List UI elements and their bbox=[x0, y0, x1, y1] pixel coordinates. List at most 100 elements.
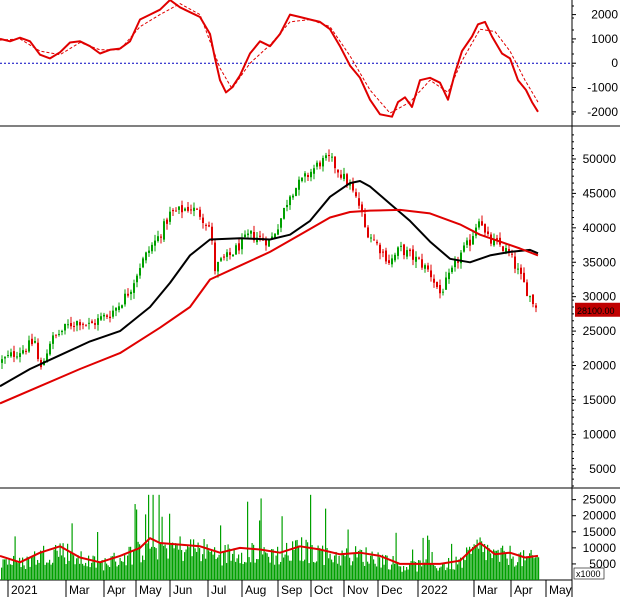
volume-bar bbox=[314, 562, 316, 580]
volume-bar bbox=[184, 552, 186, 580]
volume-bar bbox=[365, 547, 367, 580]
price-tick-label: 45000 bbox=[583, 186, 617, 200]
candle-body bbox=[325, 155, 327, 159]
volume-bar bbox=[106, 563, 108, 580]
volume-bar bbox=[266, 553, 268, 580]
volume-bar bbox=[223, 551, 225, 580]
volume-bar bbox=[173, 548, 175, 580]
candle-body bbox=[151, 244, 153, 252]
volume-bar bbox=[181, 550, 183, 580]
candle-body bbox=[106, 315, 108, 317]
volume-bar bbox=[352, 561, 354, 580]
candle-body bbox=[514, 256, 516, 269]
candle-body bbox=[139, 268, 141, 276]
volume-bar bbox=[160, 542, 162, 580]
candle-body bbox=[343, 173, 345, 179]
volume-bar bbox=[260, 498, 262, 580]
volume-bar bbox=[446, 567, 448, 580]
volume-bar bbox=[127, 555, 129, 580]
candle-body bbox=[109, 316, 111, 319]
volume-bar bbox=[227, 544, 229, 580]
volume-bar bbox=[532, 555, 534, 580]
candle-body bbox=[388, 260, 390, 264]
volume-bar bbox=[206, 544, 208, 580]
volume-bar bbox=[245, 562, 247, 580]
volume-bar bbox=[229, 548, 231, 580]
volume-bar bbox=[538, 557, 540, 580]
volume-bar bbox=[514, 566, 516, 580]
volume-bar bbox=[233, 548, 235, 580]
volume-bar bbox=[139, 544, 141, 580]
candle-body bbox=[454, 260, 456, 268]
volume-bar bbox=[230, 560, 232, 580]
price-tick-label: 35000 bbox=[583, 255, 617, 269]
volume-bar bbox=[334, 555, 336, 580]
volume-bar bbox=[439, 567, 441, 580]
volume-bar bbox=[403, 565, 405, 580]
candle-body bbox=[478, 221, 480, 228]
volume-bar bbox=[301, 537, 303, 580]
volume-bar bbox=[236, 558, 238, 580]
candle-body bbox=[535, 305, 537, 308]
volume-bar bbox=[325, 508, 327, 580]
candle-body bbox=[121, 305, 123, 308]
volume-bar bbox=[52, 562, 54, 580]
volume-bar bbox=[187, 545, 189, 580]
candle-body bbox=[193, 207, 195, 212]
osc-tick-label: 1000 bbox=[591, 32, 618, 46]
volume-bar bbox=[193, 539, 195, 580]
x-tick-label: Jul bbox=[211, 583, 226, 597]
candle-body bbox=[7, 355, 9, 357]
volume-bar bbox=[103, 570, 105, 580]
volume-bar bbox=[419, 560, 421, 580]
candle-body bbox=[403, 244, 405, 256]
osc-tick-label: -2000 bbox=[587, 105, 618, 119]
candle-body bbox=[148, 250, 150, 253]
volume-bar bbox=[34, 551, 36, 580]
candle-body bbox=[145, 252, 147, 261]
volume-bar bbox=[499, 561, 501, 580]
volume-bar bbox=[428, 539, 430, 580]
volume-bar bbox=[64, 557, 66, 580]
volume-bar bbox=[143, 559, 145, 580]
volume-bar bbox=[38, 562, 40, 580]
volume-bar bbox=[371, 551, 373, 580]
volume-bar bbox=[251, 543, 253, 580]
volume-bar bbox=[244, 561, 246, 580]
volume-bar bbox=[488, 548, 490, 580]
volume-bar bbox=[353, 552, 355, 580]
volume-bar bbox=[313, 561, 315, 580]
volume-bar bbox=[4, 559, 6, 580]
x-tick-label: Apr bbox=[514, 583, 533, 597]
volume-bar bbox=[346, 548, 348, 580]
price-tick-label: 10000 bbox=[583, 427, 617, 441]
x-tick-label: Sep bbox=[281, 583, 303, 597]
volume-bar bbox=[373, 559, 375, 580]
candle-body bbox=[142, 258, 144, 268]
candle-body bbox=[238, 243, 240, 251]
volume-bar bbox=[14, 536, 16, 580]
volume-bar bbox=[287, 555, 289, 580]
candle-body bbox=[445, 277, 447, 290]
candle-body bbox=[493, 239, 495, 246]
x-tick-label: Dec bbox=[381, 583, 402, 597]
volume-bar bbox=[154, 546, 156, 580]
volume-bar bbox=[254, 562, 256, 580]
volume-bar bbox=[337, 563, 339, 580]
candle-body bbox=[391, 258, 393, 265]
volume-bar bbox=[317, 545, 319, 580]
volume-bar bbox=[518, 553, 520, 580]
candle-body bbox=[301, 177, 303, 181]
volume-bar bbox=[112, 556, 114, 580]
volume-bar bbox=[121, 561, 123, 580]
volume-bar bbox=[530, 549, 532, 580]
candle-body bbox=[505, 248, 507, 252]
candle-body bbox=[214, 242, 216, 272]
volume-bar bbox=[97, 531, 99, 580]
volume-bar bbox=[68, 560, 70, 580]
volume-bar bbox=[37, 559, 39, 580]
volume-tick-label: 5000 bbox=[589, 557, 616, 571]
volume-bar bbox=[278, 564, 280, 580]
volume-bar bbox=[113, 552, 115, 580]
candle-body bbox=[259, 235, 261, 237]
